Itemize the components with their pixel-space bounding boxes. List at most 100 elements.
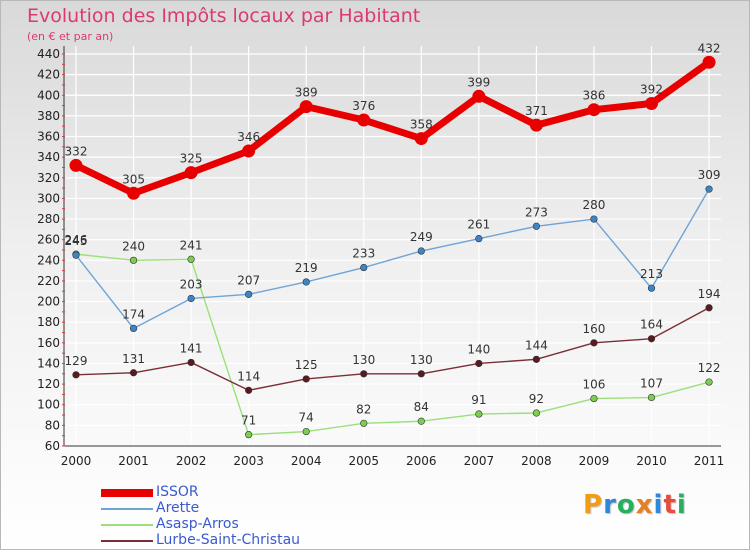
data-label: 207 [237, 273, 260, 287]
y-tick-label: 380 [37, 109, 60, 123]
data-point [532, 355, 541, 363]
chart-subtitle: (en € et par an) [27, 30, 114, 43]
data-label: 332 [65, 144, 88, 158]
data-point [475, 235, 483, 243]
legend-label: Arette [156, 500, 200, 516]
data-point [705, 185, 713, 193]
data-label: 130 [410, 353, 433, 367]
data-point [245, 386, 253, 394]
data-point [245, 431, 253, 439]
y-tick-label: 140 [37, 356, 60, 370]
y-tick-label: 180 [37, 315, 60, 329]
y-tick-label: 240 [37, 253, 60, 267]
data-point [357, 113, 371, 127]
data-label: 389 [295, 86, 318, 100]
data-label: 106 [582, 378, 605, 392]
logo-letter: t [663, 490, 677, 520]
data-label: 140 [467, 342, 490, 356]
x-tick-label: 2006 [406, 454, 437, 468]
data-point [702, 55, 716, 69]
data-label: 194 [698, 287, 721, 301]
legend-label: Lurbe-Saint-Christau [156, 532, 301, 548]
y-tick-label: 280 [37, 212, 60, 226]
data-point [472, 89, 486, 103]
data-label: 249 [410, 230, 433, 244]
logo-letter: x [635, 490, 654, 520]
data-point [360, 419, 368, 427]
data-point [590, 215, 598, 223]
data-label: 84 [414, 400, 429, 414]
data-point [302, 427, 310, 436]
x-tick-label: 2004 [291, 454, 322, 468]
data-label: 141 [180, 341, 203, 355]
data-label: 240 [122, 239, 145, 253]
data-label: 125 [295, 358, 318, 372]
data-label: 432 [698, 41, 721, 55]
data-point [72, 251, 80, 259]
data-point [529, 118, 543, 132]
logo-letter: o [616, 490, 636, 520]
x-tick-label: 2003 [233, 454, 264, 468]
data-point [645, 97, 658, 111]
y-tick-label: 420 [37, 68, 60, 82]
data-point [532, 409, 541, 417]
data-point [647, 393, 656, 402]
x-tick-label: 2007 [464, 454, 495, 468]
legend-swatch [101, 533, 153, 549]
y-tick-label: 440 [37, 47, 60, 61]
y-tick-label: 360 [37, 130, 60, 144]
y-tick-label: 400 [37, 88, 60, 102]
data-point [590, 394, 598, 403]
data-label: 346 [237, 130, 260, 144]
logo-letter: P [583, 490, 604, 520]
chart-legend: ISSOR Arette Asasp-Arros Lurbe-Saint-Christ… [101, 484, 361, 549]
data-label: 71 [241, 414, 256, 428]
data-label: 107 [640, 377, 663, 391]
data-point [417, 417, 425, 425]
legend-swatch [101, 517, 153, 533]
legend-swatch [101, 485, 153, 501]
data-point [360, 370, 368, 378]
data-label: 358 [410, 118, 433, 132]
series-line-asasp-arros [75, 253, 710, 436]
data-point [302, 278, 310, 286]
logo-letter: i [653, 490, 664, 520]
logo-letter: i [676, 490, 687, 520]
data-label: 82 [356, 402, 371, 416]
y-tick-label: 60 [45, 439, 60, 453]
data-label: 122 [698, 361, 721, 375]
data-label: 130 [352, 353, 375, 367]
series-line-issor [74, 59, 712, 197]
data-point [360, 263, 368, 272]
data-label: 233 [352, 247, 375, 261]
proxiti-logo: Proxiti [583, 490, 687, 520]
data-label: 213 [640, 267, 663, 281]
data-point [417, 247, 425, 255]
y-tick-label: 120 [37, 377, 60, 391]
data-point [242, 144, 256, 158]
data-label: 131 [122, 352, 145, 366]
x-tick-label: 2008 [521, 454, 552, 468]
data-label: 261 [467, 218, 490, 232]
data-point [187, 255, 195, 263]
data-point [417, 370, 425, 378]
data-label: 273 [525, 205, 548, 219]
data-label: 376 [352, 99, 375, 113]
y-tick-label: 300 [37, 191, 60, 205]
data-point [184, 166, 198, 180]
x-tick-label: 2009 [579, 454, 610, 468]
legend-label: Asasp-Arros [156, 516, 239, 532]
data-label: 325 [180, 152, 203, 166]
data-label: 144 [525, 338, 548, 352]
legend-item: ISSOR [101, 484, 361, 501]
y-tick-label: 160 [37, 336, 60, 350]
data-label: 164 [640, 318, 663, 332]
data-point [532, 222, 541, 230]
data-label: 219 [295, 261, 318, 275]
data-label: 309 [698, 168, 721, 182]
y-tick-label: 260 [37, 233, 60, 247]
data-point [245, 290, 253, 298]
data-point [129, 256, 138, 264]
x-tick-label: 2010 [636, 454, 667, 468]
